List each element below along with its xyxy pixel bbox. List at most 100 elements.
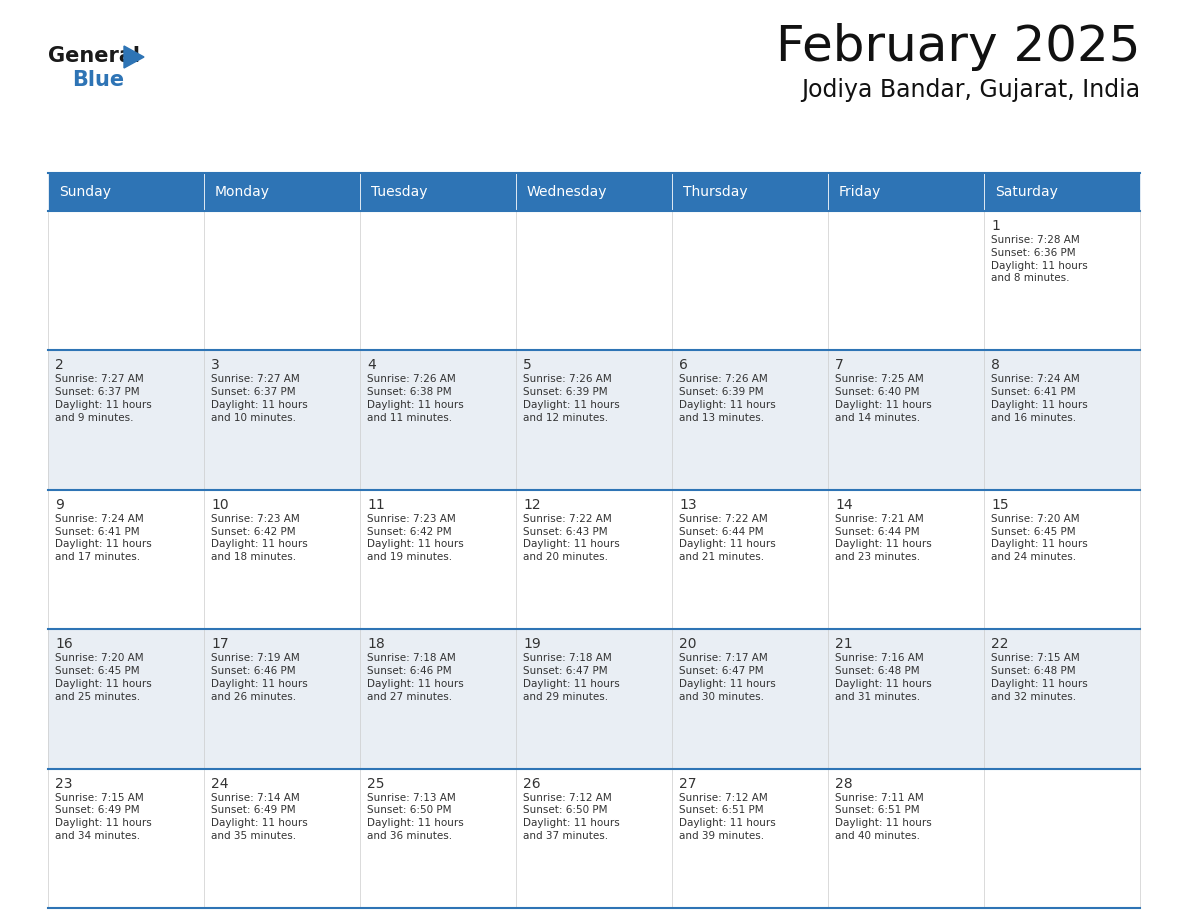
Text: 9: 9 — [55, 498, 64, 512]
Bar — [828, 768, 984, 908]
Bar — [360, 629, 516, 768]
Text: 12: 12 — [523, 498, 541, 512]
Bar — [204, 629, 360, 768]
Bar — [48, 173, 204, 211]
Text: Sunrise: 7:20 AM
Sunset: 6:45 PM
Daylight: 11 hours
and 24 minutes.: Sunrise: 7:20 AM Sunset: 6:45 PM Dayligh… — [991, 514, 1088, 562]
Text: Sunrise: 7:27 AM
Sunset: 6:37 PM
Daylight: 11 hours
and 10 minutes.: Sunrise: 7:27 AM Sunset: 6:37 PM Dayligh… — [211, 375, 308, 423]
Bar — [828, 211, 984, 351]
Text: Sunday: Sunday — [59, 185, 110, 199]
Bar — [204, 351, 360, 490]
Bar — [828, 351, 984, 490]
Bar — [48, 768, 204, 908]
Text: 26: 26 — [523, 777, 541, 790]
Text: 21: 21 — [835, 637, 853, 651]
Bar — [48, 211, 204, 351]
Bar — [516, 629, 672, 768]
Bar — [984, 629, 1140, 768]
Text: Sunrise: 7:13 AM
Sunset: 6:50 PM
Daylight: 11 hours
and 36 minutes.: Sunrise: 7:13 AM Sunset: 6:50 PM Dayligh… — [367, 792, 463, 841]
Text: 8: 8 — [991, 358, 1000, 373]
Text: 4: 4 — [367, 358, 375, 373]
Text: Sunrise: 7:22 AM
Sunset: 6:44 PM
Daylight: 11 hours
and 21 minutes.: Sunrise: 7:22 AM Sunset: 6:44 PM Dayligh… — [680, 514, 776, 562]
Text: 14: 14 — [835, 498, 853, 512]
Text: 27: 27 — [680, 777, 696, 790]
Bar — [672, 768, 828, 908]
Text: 23: 23 — [55, 777, 72, 790]
Text: Sunrise: 7:15 AM
Sunset: 6:48 PM
Daylight: 11 hours
and 32 minutes.: Sunrise: 7:15 AM Sunset: 6:48 PM Dayligh… — [991, 654, 1088, 701]
Text: Sunrise: 7:20 AM
Sunset: 6:45 PM
Daylight: 11 hours
and 25 minutes.: Sunrise: 7:20 AM Sunset: 6:45 PM Dayligh… — [55, 654, 152, 701]
Bar — [204, 768, 360, 908]
Polygon shape — [124, 46, 144, 68]
Text: Sunrise: 7:14 AM
Sunset: 6:49 PM
Daylight: 11 hours
and 35 minutes.: Sunrise: 7:14 AM Sunset: 6:49 PM Dayligh… — [211, 792, 308, 841]
Bar — [360, 351, 516, 490]
Bar — [984, 768, 1140, 908]
Text: 24: 24 — [211, 777, 228, 790]
Text: General: General — [48, 46, 140, 66]
Text: Sunrise: 7:22 AM
Sunset: 6:43 PM
Daylight: 11 hours
and 20 minutes.: Sunrise: 7:22 AM Sunset: 6:43 PM Dayligh… — [523, 514, 620, 562]
Bar — [672, 173, 828, 211]
Text: 15: 15 — [991, 498, 1009, 512]
Text: Sunrise: 7:24 AM
Sunset: 6:41 PM
Daylight: 11 hours
and 16 minutes.: Sunrise: 7:24 AM Sunset: 6:41 PM Dayligh… — [991, 375, 1088, 423]
Text: 6: 6 — [680, 358, 688, 373]
Bar — [516, 490, 672, 629]
Text: Sunrise: 7:16 AM
Sunset: 6:48 PM
Daylight: 11 hours
and 31 minutes.: Sunrise: 7:16 AM Sunset: 6:48 PM Dayligh… — [835, 654, 931, 701]
Bar — [984, 173, 1140, 211]
Bar — [828, 173, 984, 211]
Text: 1: 1 — [991, 219, 1000, 233]
Text: Wednesday: Wednesday — [527, 185, 607, 199]
Text: Monday: Monday — [215, 185, 270, 199]
Text: Sunrise: 7:15 AM
Sunset: 6:49 PM
Daylight: 11 hours
and 34 minutes.: Sunrise: 7:15 AM Sunset: 6:49 PM Dayligh… — [55, 792, 152, 841]
Text: Sunrise: 7:26 AM
Sunset: 6:38 PM
Daylight: 11 hours
and 11 minutes.: Sunrise: 7:26 AM Sunset: 6:38 PM Dayligh… — [367, 375, 463, 423]
Text: Sunrise: 7:25 AM
Sunset: 6:40 PM
Daylight: 11 hours
and 14 minutes.: Sunrise: 7:25 AM Sunset: 6:40 PM Dayligh… — [835, 375, 931, 423]
Bar — [360, 211, 516, 351]
Text: Sunrise: 7:24 AM
Sunset: 6:41 PM
Daylight: 11 hours
and 17 minutes.: Sunrise: 7:24 AM Sunset: 6:41 PM Dayligh… — [55, 514, 152, 562]
Bar — [516, 211, 672, 351]
Text: 18: 18 — [367, 637, 385, 651]
Bar — [204, 490, 360, 629]
Text: Sunrise: 7:26 AM
Sunset: 6:39 PM
Daylight: 11 hours
and 13 minutes.: Sunrise: 7:26 AM Sunset: 6:39 PM Dayligh… — [680, 375, 776, 423]
Bar — [672, 490, 828, 629]
Text: 28: 28 — [835, 777, 853, 790]
Text: Sunrise: 7:11 AM
Sunset: 6:51 PM
Daylight: 11 hours
and 40 minutes.: Sunrise: 7:11 AM Sunset: 6:51 PM Dayligh… — [835, 792, 931, 841]
Text: Friday: Friday — [839, 185, 881, 199]
Bar — [204, 211, 360, 351]
Text: Blue: Blue — [72, 70, 124, 90]
Bar — [828, 490, 984, 629]
Text: 22: 22 — [991, 637, 1009, 651]
Text: Sunrise: 7:18 AM
Sunset: 6:47 PM
Daylight: 11 hours
and 29 minutes.: Sunrise: 7:18 AM Sunset: 6:47 PM Dayligh… — [523, 654, 620, 701]
Text: 19: 19 — [523, 637, 541, 651]
Text: Sunrise: 7:12 AM
Sunset: 6:51 PM
Daylight: 11 hours
and 39 minutes.: Sunrise: 7:12 AM Sunset: 6:51 PM Dayligh… — [680, 792, 776, 841]
Text: 3: 3 — [211, 358, 220, 373]
Text: 20: 20 — [680, 637, 696, 651]
Text: Saturday: Saturday — [994, 185, 1057, 199]
Bar — [672, 629, 828, 768]
Bar — [48, 629, 204, 768]
Text: Tuesday: Tuesday — [371, 185, 428, 199]
Text: Sunrise: 7:18 AM
Sunset: 6:46 PM
Daylight: 11 hours
and 27 minutes.: Sunrise: 7:18 AM Sunset: 6:46 PM Dayligh… — [367, 654, 463, 701]
Text: 13: 13 — [680, 498, 696, 512]
Bar — [984, 211, 1140, 351]
Text: Sunrise: 7:28 AM
Sunset: 6:36 PM
Daylight: 11 hours
and 8 minutes.: Sunrise: 7:28 AM Sunset: 6:36 PM Dayligh… — [991, 235, 1088, 284]
Bar — [516, 351, 672, 490]
Text: 11: 11 — [367, 498, 385, 512]
Text: Sunrise: 7:27 AM
Sunset: 6:37 PM
Daylight: 11 hours
and 9 minutes.: Sunrise: 7:27 AM Sunset: 6:37 PM Dayligh… — [55, 375, 152, 423]
Text: Sunrise: 7:21 AM
Sunset: 6:44 PM
Daylight: 11 hours
and 23 minutes.: Sunrise: 7:21 AM Sunset: 6:44 PM Dayligh… — [835, 514, 931, 562]
Bar — [204, 173, 360, 211]
Text: Jodiya Bandar, Gujarat, India: Jodiya Bandar, Gujarat, India — [801, 78, 1140, 102]
Text: 5: 5 — [523, 358, 532, 373]
Text: Sunrise: 7:23 AM
Sunset: 6:42 PM
Daylight: 11 hours
and 18 minutes.: Sunrise: 7:23 AM Sunset: 6:42 PM Dayligh… — [211, 514, 308, 562]
Text: February 2025: February 2025 — [776, 23, 1140, 71]
Text: 2: 2 — [55, 358, 64, 373]
Text: Sunrise: 7:26 AM
Sunset: 6:39 PM
Daylight: 11 hours
and 12 minutes.: Sunrise: 7:26 AM Sunset: 6:39 PM Dayligh… — [523, 375, 620, 423]
Text: 16: 16 — [55, 637, 72, 651]
Bar — [984, 490, 1140, 629]
Bar — [48, 351, 204, 490]
Bar — [672, 211, 828, 351]
Text: Sunrise: 7:17 AM
Sunset: 6:47 PM
Daylight: 11 hours
and 30 minutes.: Sunrise: 7:17 AM Sunset: 6:47 PM Dayligh… — [680, 654, 776, 701]
Text: 17: 17 — [211, 637, 228, 651]
Text: 7: 7 — [835, 358, 843, 373]
Text: Sunrise: 7:23 AM
Sunset: 6:42 PM
Daylight: 11 hours
and 19 minutes.: Sunrise: 7:23 AM Sunset: 6:42 PM Dayligh… — [367, 514, 463, 562]
Bar — [516, 768, 672, 908]
Bar — [360, 490, 516, 629]
Bar — [984, 351, 1140, 490]
Bar — [672, 351, 828, 490]
